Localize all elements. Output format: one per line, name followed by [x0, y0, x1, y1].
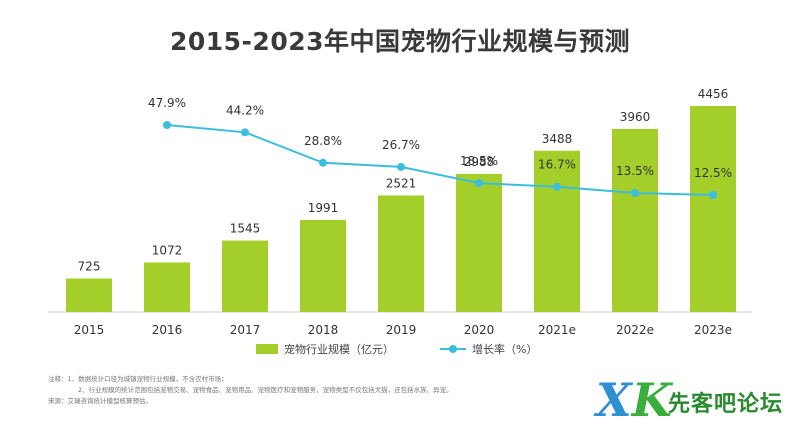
- legend-bar-label: 宠物行业规模（亿元）: [284, 343, 394, 356]
- growth-label-2017: 44.2%: [226, 103, 264, 117]
- watermark-text: 先客吧论坛: [668, 392, 784, 417]
- bar-2015: [66, 278, 112, 312]
- x-tick-2015: 2015: [74, 323, 105, 337]
- growth-point-2019: [397, 162, 405, 171]
- bar-2016: [144, 262, 190, 312]
- bar-label-2022e: 3960: [620, 110, 651, 124]
- note-line-2: 2、行业规模的统计范围包括宠物交易、宠物食品、宠物用品、宠物医疗和宠物服务，宠物…: [78, 386, 453, 394]
- growth-label-2018: 28.8%: [304, 134, 342, 148]
- bar-label-2021e: 3488: [542, 132, 573, 146]
- growth-label-2020: 18.5%: [460, 154, 498, 168]
- legend-line-label: 增长率（%）: [472, 343, 538, 356]
- growth-line: [166, 124, 714, 196]
- x-tick-2018: 2018: [308, 323, 339, 337]
- bar-2023e: [690, 106, 736, 312]
- growth-label-2021e: 16.7%: [538, 158, 576, 172]
- bar-2022e: [612, 128, 658, 312]
- bar-2018: [300, 219, 346, 312]
- growth-point-2023e: [709, 191, 717, 199]
- x-tick-2019: 2019: [386, 323, 417, 337]
- bar-2020: [456, 173, 502, 312]
- chart-notes: 注释：1、数据统计口径为城镇宠物行业规模，不含农村市场； 2、行业规模的统计范围…: [48, 374, 608, 407]
- bar-label-2020: 2988: [464, 155, 495, 169]
- legend-bar-swatch: [256, 344, 278, 354]
- note-source: 来源：艾瑞咨询统计模型核算预估。: [48, 397, 152, 405]
- growth-point-2018: [319, 158, 327, 167]
- note-line-1: 注释：1、数据统计口径为城镇宠物行业规模，不含农村市场；: [48, 375, 228, 383]
- bar-label-2017: 1545: [230, 222, 261, 236]
- growth-point-2016: [163, 121, 171, 129]
- watermark: XK 先客吧论坛: [596, 372, 796, 432]
- chart-title: 2015-2023年中国宠物行业规模与预测: [169, 27, 631, 56]
- growth-label-2019: 26.7%: [382, 138, 420, 152]
- growth-label-2016: 47.9%: [148, 96, 186, 110]
- legend-bar: 宠物行业规模（亿元）: [256, 341, 394, 357]
- x-tick-2020: 2020: [464, 323, 495, 337]
- x-tick-2016: 2016: [152, 323, 183, 337]
- bar-label-2023e: 4456: [698, 87, 729, 101]
- x-tick-2021e: 2021e: [538, 323, 576, 337]
- x-tick-2023e: 2023e: [694, 323, 732, 337]
- bar-2017: [222, 240, 268, 312]
- growth-point-2022e: [631, 189, 639, 198]
- bar-label-2019: 2521: [386, 176, 417, 190]
- bar-label-2016: 1072: [152, 243, 183, 257]
- bar-2021e: [534, 150, 580, 312]
- x-tick-2017: 2017: [230, 323, 261, 337]
- bar-label-2015: 725: [78, 259, 101, 273]
- bar-label-2018: 1991: [308, 201, 339, 215]
- legend-line-swatch: [440, 344, 466, 354]
- bar-2019: [378, 195, 424, 312]
- watermark-logo: XK: [596, 373, 672, 427]
- legend-line: 增长率（%）: [440, 341, 537, 357]
- growth-label-2023e: 12.5%: [694, 166, 732, 180]
- growth-point-2017: [241, 128, 249, 137]
- growth-point-2020: [475, 179, 483, 188]
- x-tick-2022e: 2022e: [616, 323, 654, 337]
- growth-point-2021e: [553, 182, 561, 191]
- growth-label-2022e: 13.5%: [616, 164, 654, 178]
